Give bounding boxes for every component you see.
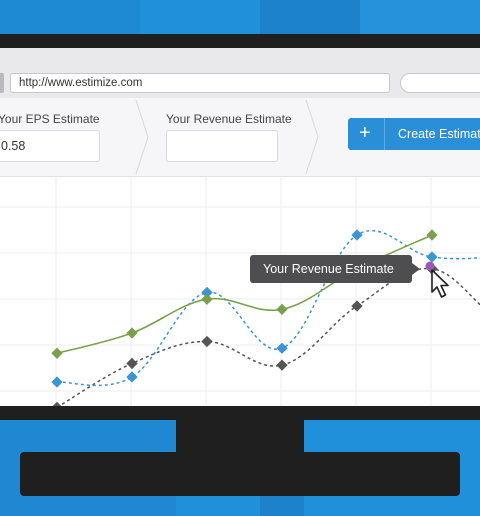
- revenue-estimate-input[interactable]: [166, 130, 278, 162]
- data-point-blue: [351, 229, 363, 241]
- estimate-form: Your EPS Estimate 0.58 Your Revenue Esti…: [0, 98, 480, 177]
- data-point-dark: [51, 401, 63, 406]
- revenue-estimate-label: Your Revenue Estimate: [166, 112, 292, 126]
- data-point-dark: [201, 335, 213, 348]
- plus-icon: +: [348, 118, 385, 150]
- browser-search-field[interactable]: [400, 73, 480, 93]
- eps-estimate-input[interactable]: 0.58: [0, 130, 100, 162]
- chart-tooltip: Your Revenue Estimate: [250, 255, 420, 283]
- data-point-dark: [276, 359, 288, 371]
- step-separator-icon: [135, 99, 149, 175]
- chart-tooltip-text: Your Revenue Estimate: [263, 262, 394, 276]
- data-point-dark: [126, 357, 138, 370]
- data-point-green: [51, 347, 63, 359]
- data-point-green: [201, 293, 213, 305]
- monitor-base: [20, 452, 460, 496]
- address-bar[interactable]: http://www.estimize.com: [10, 73, 390, 93]
- create-estimate-button[interactable]: + Create Estimate: [348, 118, 480, 150]
- cursor-icon: [425, 261, 449, 298]
- create-estimate-label: Create Estimate: [398, 127, 480, 141]
- monitor-screen: http://www.estimize.com Your EPS Estimat…: [0, 48, 480, 406]
- data-point-blue: [126, 371, 138, 383]
- back-button[interactable]: [0, 73, 4, 93]
- estimate-chart: [0, 177, 480, 406]
- eps-estimate-label: Your EPS Estimate: [0, 112, 100, 126]
- series-line-blue: [56, 229, 480, 387]
- data-point-green: [426, 229, 438, 241]
- data-point-green: [276, 303, 288, 316]
- data-point-dark: [351, 300, 363, 312]
- step-separator-icon: [305, 99, 319, 175]
- address-bar-text: http://www.estimize.com: [19, 77, 143, 89]
- browser-toolbar: http://www.estimize.com: [0, 48, 480, 99]
- data-point-blue: [276, 342, 288, 354]
- eps-estimate-value: 0.58: [1, 139, 26, 153]
- data-point-green: [126, 327, 138, 339]
- monitor-neck: [176, 420, 304, 456]
- series-line-dark: [57, 267, 480, 406]
- data-point-blue: [51, 376, 63, 388]
